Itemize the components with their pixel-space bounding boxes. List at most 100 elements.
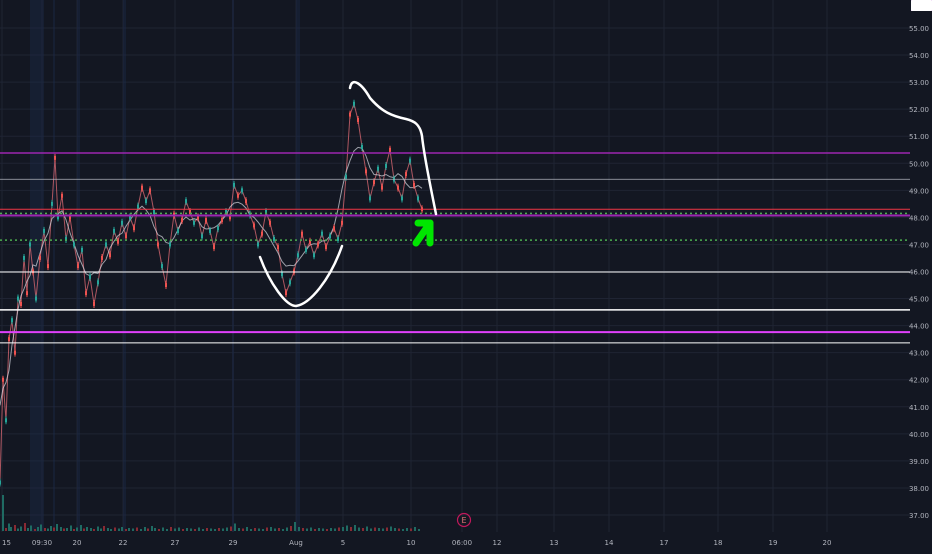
volume-bar [358, 527, 360, 531]
volume-bar [118, 528, 120, 531]
volume-bar [334, 528, 336, 531]
y-tick-label: 48.00 [909, 214, 929, 222]
volume-bar [97, 526, 99, 531]
volume-bar [326, 529, 328, 531]
volume-bar [246, 527, 248, 531]
candle-body [20, 301, 22, 306]
volume-bar [66, 528, 68, 531]
volume-bar [226, 527, 228, 531]
candle-body [289, 280, 291, 285]
volume-bar [218, 528, 220, 531]
volume-bar [338, 527, 340, 531]
session-band [123, 0, 126, 532]
candle-body [297, 253, 299, 258]
volume-bar [262, 529, 264, 531]
candle-body [47, 264, 49, 269]
earnings-icon[interactable] [456, 512, 472, 528]
volume-bar [230, 526, 232, 531]
x-tick-label: 06:00 [452, 539, 472, 547]
volume-bar [374, 527, 376, 531]
volume-bar [37, 527, 39, 531]
volume-bar [414, 527, 416, 531]
volume-bar [56, 524, 58, 531]
candle-body [353, 101, 355, 106]
candle-body [169, 242, 171, 247]
candle-body [65, 237, 67, 242]
volume-bar [342, 527, 344, 531]
volume-bar [100, 528, 102, 531]
candle-body [153, 209, 155, 214]
volume-bar [107, 528, 109, 531]
volume-bar [63, 528, 65, 531]
candle-body [137, 204, 139, 209]
y-axis[interactable]: 55.00 54.00 53.00 52.00 51.00 50.00 49.00 48.00… [909, 0, 932, 550]
price-level-badge[interactable] [911, 0, 932, 11]
volume-bar [90, 528, 92, 531]
annotation-layer[interactable] [258, 80, 438, 308]
candle-body [261, 231, 263, 236]
y-tick-label: 37.00 [909, 512, 929, 520]
candle-body [105, 242, 107, 247]
volume-bar [147, 528, 149, 531]
vwap-series-line [0, 146, 423, 406]
volume-bar [270, 527, 272, 531]
candle-body [325, 245, 327, 250]
x-tick-label: 5 [341, 539, 345, 547]
volume-bar [222, 528, 224, 531]
candle-body [149, 188, 151, 193]
candle-body [417, 196, 419, 201]
candle-body [341, 220, 343, 225]
candle-body [39, 255, 41, 260]
earnings-marker[interactable]: E [456, 512, 472, 528]
y-tick-label: 46.00 [909, 269, 929, 277]
volume-bar [314, 529, 316, 531]
candle-body [109, 253, 111, 258]
candle-body [29, 242, 31, 247]
candle-body [281, 272, 283, 277]
volume-bar [286, 527, 288, 531]
x-tick-label: 27 [171, 539, 180, 547]
candle-body [61, 193, 63, 198]
candle-body [241, 188, 243, 193]
levels-layer [0, 152, 910, 344]
volume-bar [182, 529, 184, 531]
x-axis[interactable]: 15 09:30 20 22 27 29 Aug 5 10 06:00 12 13 14 17 18 19 20 [0, 533, 932, 550]
x-tick-label: 14 [605, 539, 614, 547]
volume-bar [151, 526, 153, 531]
x-tick-label: 19 [769, 539, 778, 547]
candle-body [69, 215, 71, 220]
volume-bar [17, 528, 19, 531]
session-band [232, 0, 234, 532]
candle-body [337, 237, 339, 242]
volume-bar [242, 528, 244, 531]
volume-bar [140, 529, 142, 531]
candle-body [221, 218, 223, 223]
session-band [30, 0, 44, 532]
volume-bar [27, 528, 29, 531]
volume-bar [402, 529, 404, 531]
volume-bar [346, 525, 348, 531]
volume-bar [53, 527, 55, 531]
candle-body [233, 182, 235, 187]
candle-body [265, 209, 267, 214]
volume-bar [386, 527, 388, 531]
candle-body [54, 155, 56, 160]
y-tick-label: 38.00 [909, 485, 929, 493]
candle-body [35, 296, 37, 301]
candle-body [89, 274, 91, 279]
volume-bar [198, 527, 200, 531]
y-axis-background [910, 0, 932, 550]
cup-top-annotation[interactable] [348, 80, 438, 216]
volume-bar [121, 527, 123, 531]
candle-body [133, 226, 135, 231]
candle-body [157, 242, 159, 247]
candle-body [209, 228, 211, 233]
volume-bar [80, 525, 82, 531]
candle-body [373, 180, 375, 185]
candle-body [389, 147, 391, 152]
rounded-bottom-annotation[interactable] [258, 244, 344, 308]
volume-bar [378, 528, 380, 531]
candle-body [97, 280, 99, 285]
